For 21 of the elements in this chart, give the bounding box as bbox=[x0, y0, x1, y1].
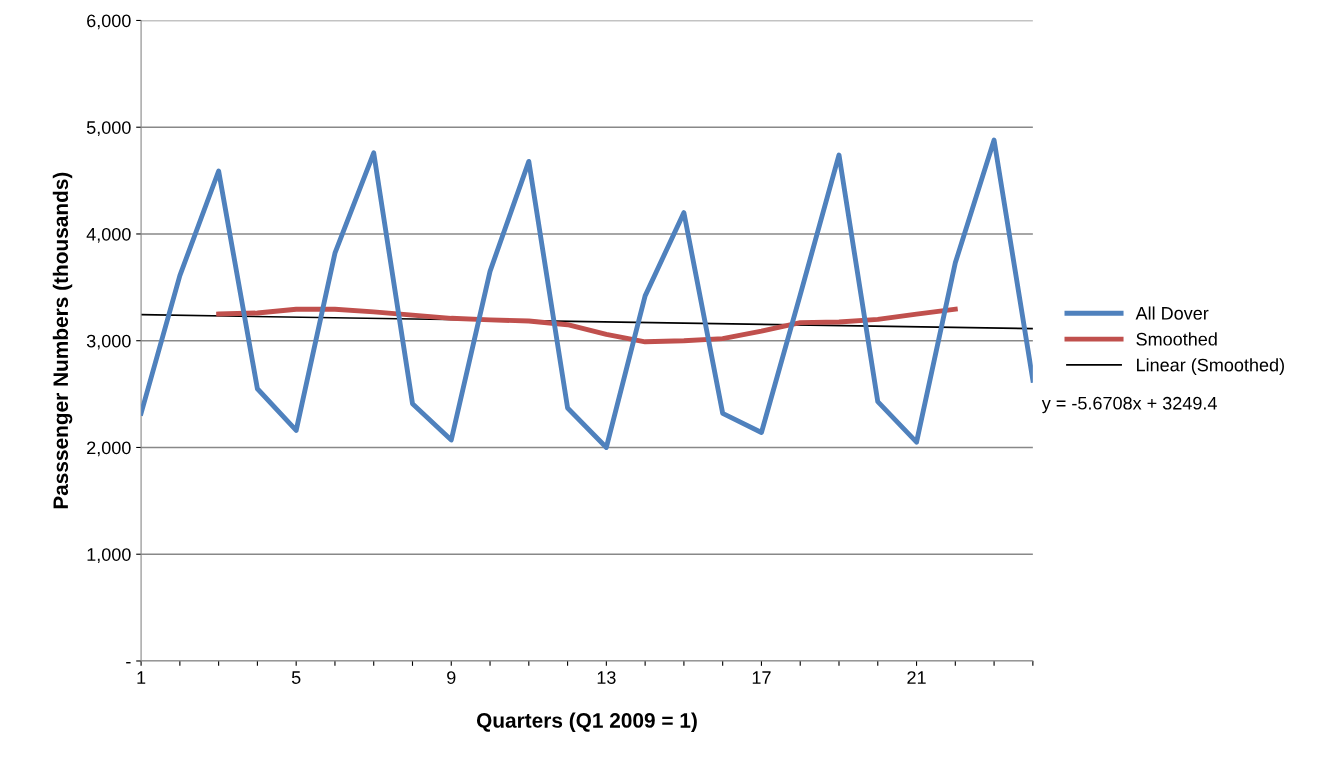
x-tick-label: 13 bbox=[597, 671, 616, 684]
x-tick-label: 5 bbox=[291, 671, 301, 684]
text: y = -5.6708x + 3249.4 bbox=[1041, 396, 1217, 414]
line-series bbox=[216, 306, 958, 345]
y-tick-label: 4,000 bbox=[86, 227, 131, 243]
x-axis-title: Quarters (Q1 2009 = 1) bbox=[476, 712, 697, 732]
y-tick-label: - bbox=[126, 662, 131, 664]
line-series bbox=[141, 137, 1033, 450]
y-tick-label: 2,000 bbox=[87, 441, 131, 457]
legend-label: All Dover bbox=[1135, 306, 1209, 320]
legend-label: Linear (Smoothed) bbox=[1137, 358, 1284, 375]
x-tick-label: 21 bbox=[907, 671, 926, 684]
y-axis-title: Passsenger Numbers (thousands) bbox=[52, 172, 73, 509]
x-tick-label: 17 bbox=[752, 671, 771, 684]
legend-label: Smoothed bbox=[1136, 332, 1217, 346]
x-tick-label: 9 bbox=[447, 671, 456, 684]
y-tick-label: 6,000 bbox=[87, 14, 131, 30]
y-tick-label: 3,000 bbox=[86, 334, 131, 350]
x-tick-label: 1 bbox=[137, 671, 146, 684]
y-tick-label: 1,000 bbox=[87, 548, 131, 564]
y-tick-label: 5,000 bbox=[86, 121, 131, 137]
